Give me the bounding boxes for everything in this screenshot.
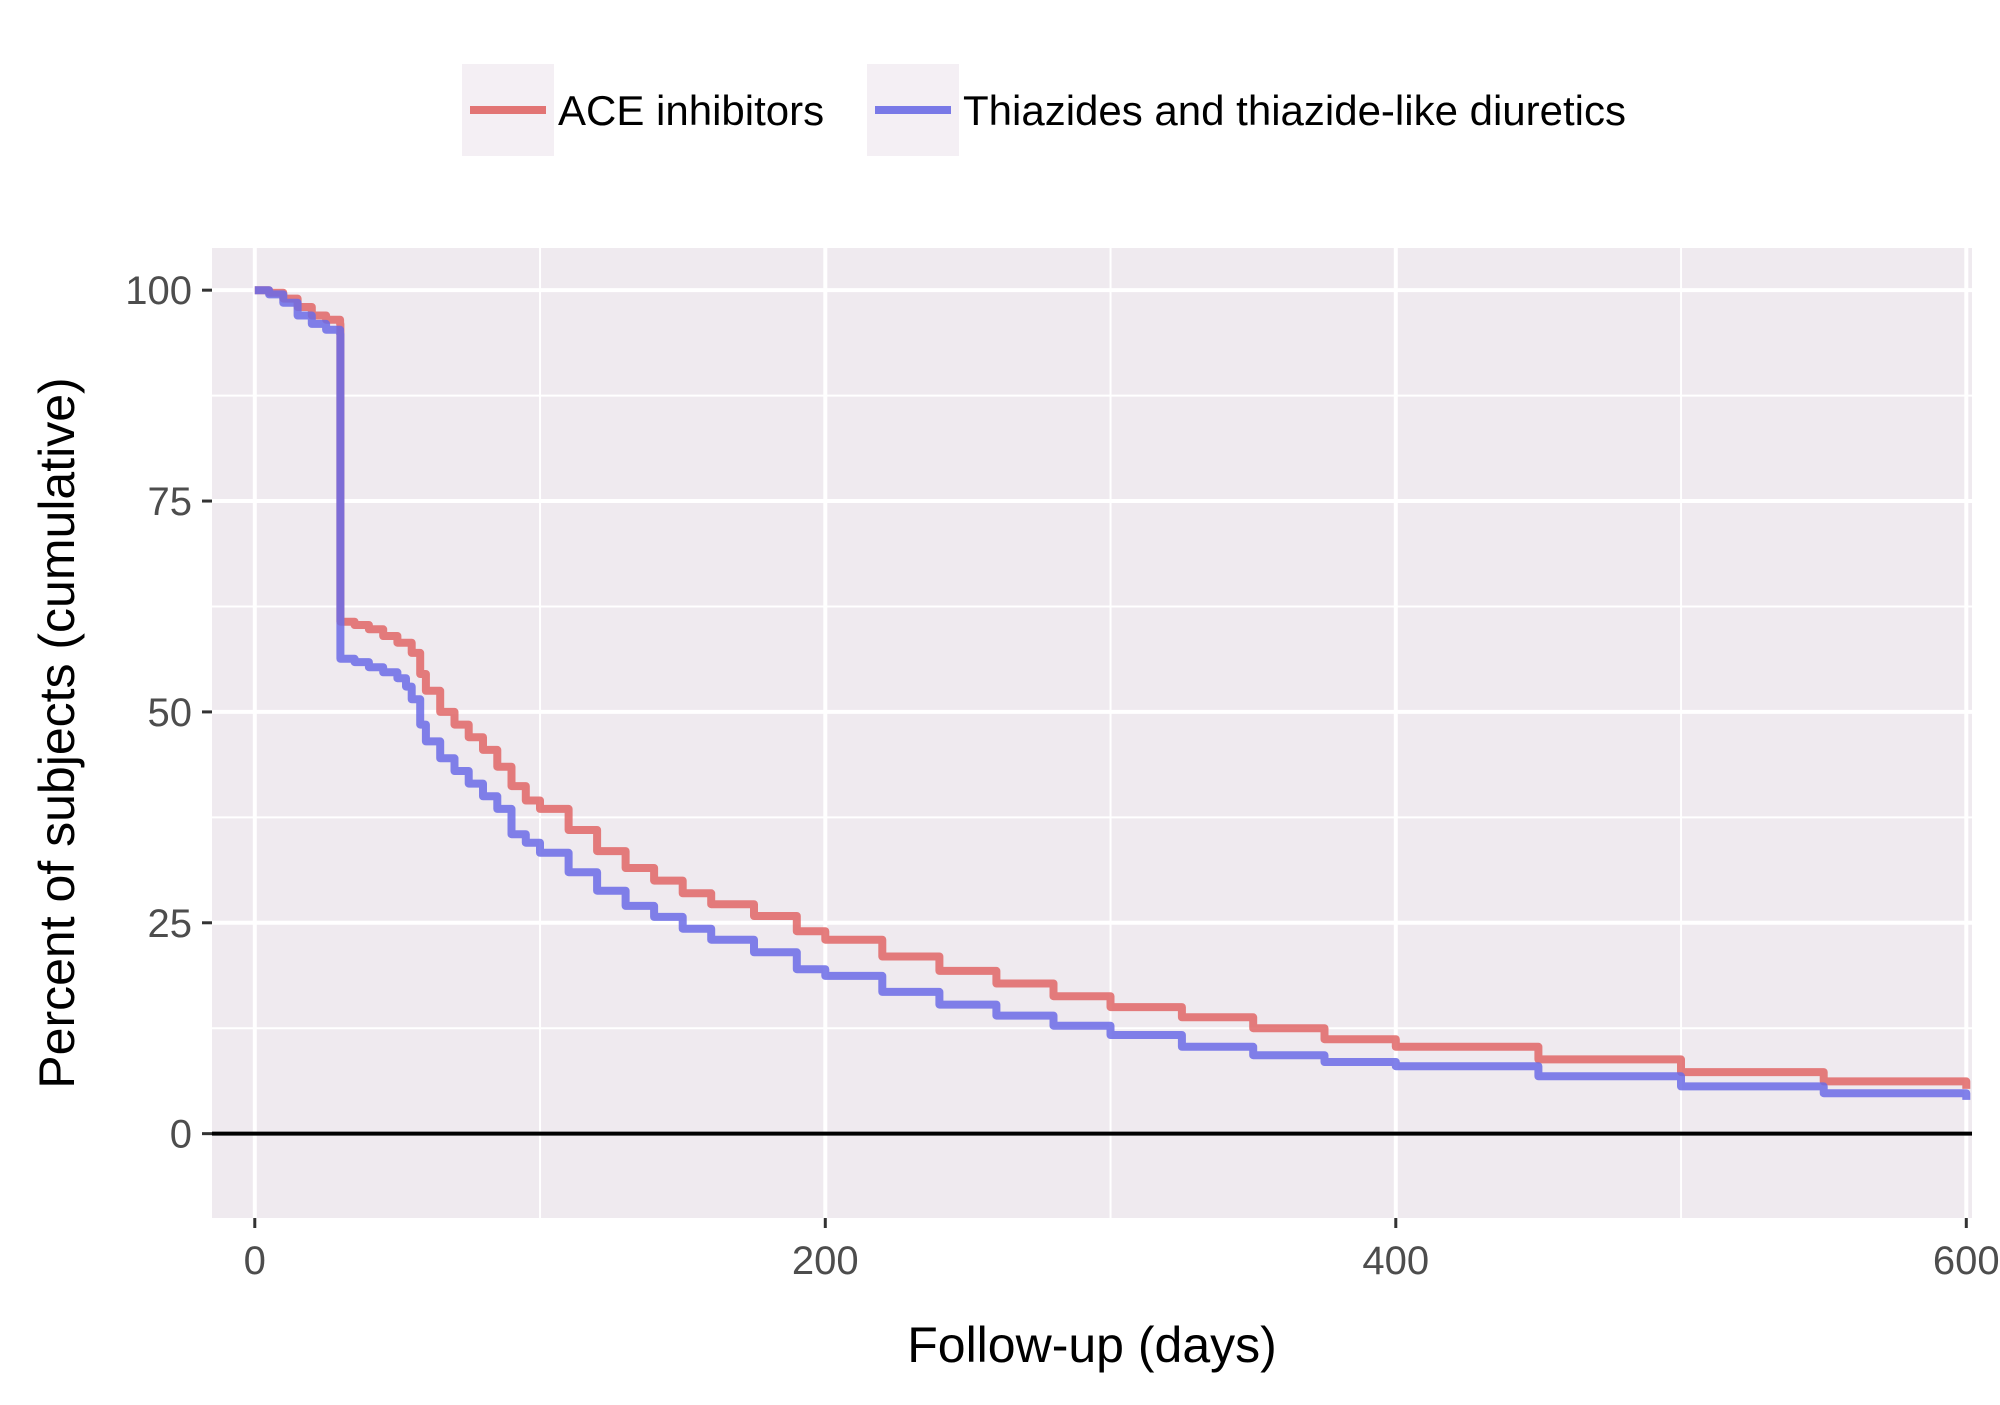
y-tick-label: 0 (170, 1113, 192, 1157)
legend: ACE inhibitors Thiazides and thiazide-li… (462, 64, 1626, 156)
x-tick-label: 600 (1933, 1239, 2000, 1283)
y-tick-label: 50 (148, 691, 193, 735)
x-tick-label: 400 (1362, 1239, 1429, 1283)
legend-label-thiazides: Thiazides and thiazide-like diuretics (963, 87, 1626, 134)
x-axis-title: Follow-up (days) (907, 1317, 1277, 1373)
grid-lines (212, 248, 1972, 1218)
series-line-thiazides (254, 286, 1971, 1100)
x-tick-label: 200 (792, 1239, 859, 1283)
axis-ticks: 0 200 400 600 0 25 50 75 100 (125, 269, 1999, 1283)
x-tick-label: 0 (244, 1239, 266, 1283)
series-layer (254, 286, 1971, 1100)
y-tick-label: 75 (148, 480, 193, 524)
y-axis-title: Percent of subjects (cumulative) (29, 377, 85, 1088)
y-tick-label: 100 (125, 269, 192, 313)
legend-item-thiazides: Thiazides and thiazide-like diuretics (867, 64, 1626, 156)
legend-label-ace: ACE inhibitors (558, 87, 824, 134)
series-line-ace (254, 286, 1971, 1089)
y-tick-label: 25 (148, 902, 193, 946)
legend-item-ace: ACE inhibitors (462, 64, 824, 156)
